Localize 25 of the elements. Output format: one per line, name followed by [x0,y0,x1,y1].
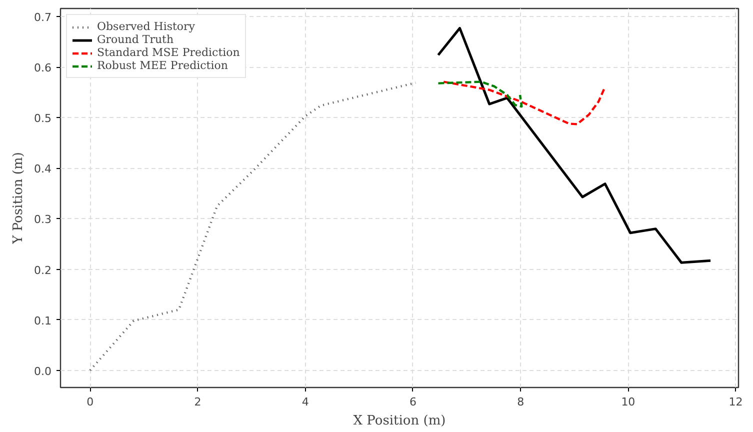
y-tick-label: 0.2 [34,264,52,277]
x-tick-label: 8 [517,396,524,408]
legend-label: Robust MEE Prediction [97,59,228,72]
y-tick-label: 0.0 [34,364,52,378]
y-tick-label: 0.7 [34,11,52,24]
y-tick-label: 0.3 [34,213,52,226]
y-tick-label: 0.1 [34,314,52,328]
line-series [437,80,523,108]
y-axis-title: Y Position (m) [11,152,26,245]
x-axis-title: X Position (m) [353,414,446,428]
legend-label: Standard MSE Prediction [97,46,240,59]
x-tick-label: 0 [86,396,94,408]
y-tick-label: 0.6 [34,62,52,75]
y-tick-label: 0.5 [34,112,52,126]
legend-label: Observed History [97,20,196,33]
line-series [436,26,712,264]
line-series [442,80,606,126]
x-tick-label: 12 [728,396,743,408]
y-tick-label: 0.4 [34,162,52,176]
x-tick-label: 4 [302,396,309,408]
x-tick-label: 2 [194,396,202,408]
x-tick-label: 10 [621,396,636,408]
legend-label: Ground Truth [97,33,174,46]
line-series [88,82,417,372]
x-tick-label: 6 [409,396,416,408]
